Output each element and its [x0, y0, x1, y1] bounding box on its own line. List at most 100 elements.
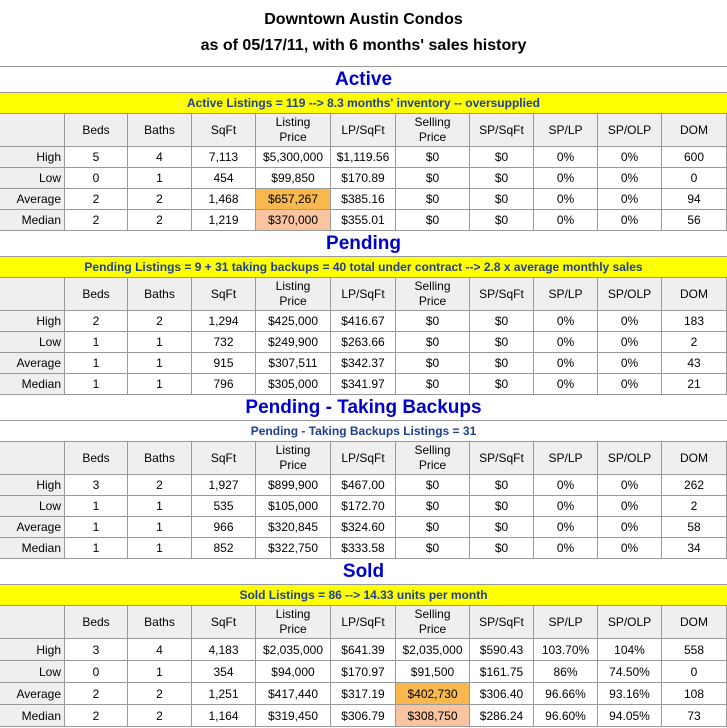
column-header: DOM [662, 277, 727, 311]
data-cell: 1 [128, 353, 192, 374]
data-cell: 2 [65, 210, 128, 231]
data-cell: $641.39 [331, 639, 396, 661]
data-cell: $2,035,000 [256, 639, 331, 661]
section-summary: Pending Listings = 9 + 31 taking backups… [0, 256, 727, 277]
data-cell: $899,900 [256, 475, 331, 496]
column-header: SqFt [192, 605, 256, 639]
data-cell: 3 [65, 475, 128, 496]
data-cell: $416.67 [331, 311, 396, 332]
data-cell: 0 [65, 661, 128, 683]
column-header: Beds [65, 441, 128, 475]
data-cell: 966 [192, 517, 256, 538]
row-label: High [0, 639, 65, 661]
data-cell: $0 [396, 210, 470, 231]
data-cell: $0 [396, 517, 470, 538]
data-cell: $322,750 [256, 538, 331, 559]
column-header: LP/SqFt [331, 113, 396, 147]
data-cell: 0 [662, 661, 727, 683]
row-label: Average [0, 517, 65, 538]
data-cell: 0% [534, 374, 598, 395]
data-cell: $0 [396, 475, 470, 496]
data-cell: 0 [662, 168, 727, 189]
header-cell [0, 277, 65, 311]
data-cell: 0% [598, 210, 662, 231]
data-cell: $370,000 [256, 210, 331, 231]
data-cell: 7,113 [192, 147, 256, 168]
data-cell: $590.43 [470, 639, 534, 661]
data-cell: 2 [128, 705, 192, 727]
data-cell: 1 [65, 353, 128, 374]
header-cell [0, 441, 65, 475]
data-cell: 915 [192, 353, 256, 374]
column-header: SP/LP [534, 277, 598, 311]
column-header: SqFt [192, 113, 256, 147]
data-cell: 0% [598, 332, 662, 353]
title-line: Downtown Austin Condos [264, 11, 463, 28]
data-cell: $0 [470, 475, 534, 496]
data-cell: 1 [128, 496, 192, 517]
row-label: Median [0, 374, 65, 395]
data-cell: 1 [65, 332, 128, 353]
section-title: Pending - Taking Backups [0, 394, 727, 420]
data-cell: 796 [192, 374, 256, 395]
data-cell: $0 [470, 311, 534, 332]
data-cell: 262 [662, 475, 727, 496]
data-cell: 0 [65, 168, 128, 189]
data-cell: $319,450 [256, 705, 331, 727]
data-cell: 0% [598, 475, 662, 496]
column-header: Listing Price [256, 605, 331, 639]
data-cell: 2 [128, 683, 192, 705]
column-header: SqFt [192, 277, 256, 311]
data-cell: $385.16 [331, 189, 396, 210]
column-header: SP/OLP [598, 113, 662, 147]
row-label: Median [0, 705, 65, 727]
column-header: SP/LP [534, 441, 598, 475]
row-label: Low [0, 168, 65, 189]
data-cell: 0% [534, 517, 598, 538]
data-cell: 0% [598, 517, 662, 538]
row-label: Low [0, 661, 65, 683]
data-cell: $170.89 [331, 168, 396, 189]
data-cell: 34 [662, 538, 727, 559]
column-header: SP/OLP [598, 605, 662, 639]
data-cell: 0% [534, 168, 598, 189]
row-label: Average [0, 353, 65, 374]
column-header: DOM [662, 441, 727, 475]
column-header: Beds [65, 605, 128, 639]
data-cell: 2 [662, 332, 727, 353]
column-header: SP/OLP [598, 277, 662, 311]
data-cell: 0% [534, 475, 598, 496]
data-cell: 21 [662, 374, 727, 395]
data-cell: 1 [65, 538, 128, 559]
data-cell: $0 [396, 353, 470, 374]
column-header: LP/SqFt [331, 441, 396, 475]
data-cell: $170.97 [331, 661, 396, 683]
data-cell: 2 [65, 189, 128, 210]
data-cell: 94 [662, 189, 727, 210]
data-cell: $0 [470, 538, 534, 559]
data-cell: 354 [192, 661, 256, 683]
data-cell: 0% [534, 311, 598, 332]
data-cell: $308,750 [396, 705, 470, 727]
data-cell: $0 [470, 189, 534, 210]
column-header: Beds [65, 113, 128, 147]
data-cell: 1 [128, 374, 192, 395]
section-summary: Sold Listings = 86 --> 14.33 units per m… [0, 584, 727, 605]
column-header: Baths [128, 605, 192, 639]
data-cell: $0 [396, 168, 470, 189]
data-cell: $0 [470, 332, 534, 353]
data-cell: $0 [396, 374, 470, 395]
column-header: SqFt [192, 441, 256, 475]
header-cell [0, 113, 65, 147]
data-cell: $425,000 [256, 311, 331, 332]
data-cell: 0% [534, 332, 598, 353]
data-cell: 108 [662, 683, 727, 705]
data-cell: 58 [662, 517, 727, 538]
data-cell: 558 [662, 639, 727, 661]
row-label: Low [0, 332, 65, 353]
data-cell: 2 [128, 210, 192, 231]
data-cell: 2 [65, 705, 128, 727]
data-cell: 852 [192, 538, 256, 559]
data-cell: 96.66% [534, 683, 598, 705]
